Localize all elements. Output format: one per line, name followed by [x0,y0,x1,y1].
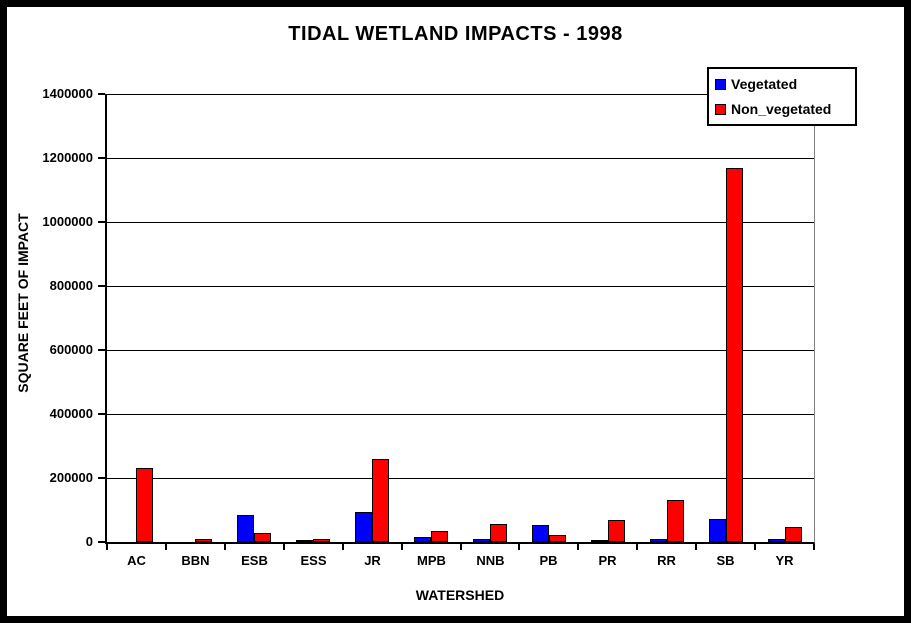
bar-non_vegetated-sb [726,168,743,542]
x-axis-tick [813,544,815,550]
y-axis-tick [98,285,105,287]
x-category-label: MPB [417,553,446,568]
bar-non_vegetated-bbn [195,539,212,542]
y-tick-label: 600000 [49,342,93,357]
bar-vegetated-nnb [473,539,490,542]
y-axis-tick [98,541,105,543]
gridline [107,94,814,95]
bar-non_vegetated-jr [372,459,389,542]
x-category-label: BBN [181,553,210,568]
bar-vegetated-jr [355,512,372,542]
bar-non_vegetated-ess [313,539,330,542]
legend-swatch-non_vegetated [715,103,726,115]
y-tick-label: 1400000 [42,86,93,101]
legend-entry: Non_vegetated [715,101,849,117]
bar-non_vegetated-esb [254,533,271,542]
y-tick-label: 800000 [49,278,93,293]
y-axis-tick [98,93,105,95]
y-axis-tick [98,477,105,479]
x-axis-tick [695,544,697,550]
bar-vegetated-esb [237,515,254,542]
gridline [107,158,814,159]
bar-non_vegetated-ac [136,468,153,542]
x-axis-tick [224,544,226,550]
x-axis-tick [577,544,579,550]
y-tick-label: 200000 [49,470,93,485]
gridline [107,222,814,223]
x-category-label: YR [775,553,794,568]
y-tick-label: 1000000 [42,214,93,229]
chart-title: TIDAL WETLAND IMPACTS - 1998 [288,23,623,45]
bar-vegetated-pr [591,540,608,542]
bar-non_vegetated-yr [785,527,802,542]
bar-non_vegetated-pr [608,520,625,542]
x-axis-tick [636,544,638,550]
y-tick-label: 400000 [49,406,93,421]
x-category-label: SB [716,553,735,568]
x-axis-tick [518,544,520,550]
x-category-label: ESB [241,553,268,568]
legend-label-non_vegetated: Non_vegetated [731,101,832,117]
x-axis-tick [754,544,756,550]
bar-vegetated-ess [296,540,313,542]
x-axis-tick [401,544,403,550]
y-tick-label: 0 [85,534,93,549]
bar-vegetated-sb [709,519,726,542]
y-axis-tick [98,221,105,223]
bar-non_vegetated-rr [667,500,684,542]
x-axis-tick [106,544,108,550]
x-category-label: JR [364,553,381,568]
y-axis-tick [98,413,105,415]
gridline [107,286,814,287]
x-category-label: NNB [476,553,505,568]
x-category-label: ESS [300,553,327,568]
gridline [107,350,814,351]
bar-vegetated-yr [768,539,785,542]
bar-vegetated-rr [650,539,667,542]
x-axis-tick [342,544,344,550]
bar-non_vegetated-mpb [431,531,448,542]
y-axis-title: SQUARE FEET OF IMPACT [15,213,31,393]
x-axis-tick [165,544,167,550]
bar-vegetated-pb [532,525,549,542]
x-axis-title: WATERSHED [415,587,505,603]
y-axis-tick [98,157,105,159]
x-category-label: PR [598,553,617,568]
legend-swatch-vegetated [715,78,726,90]
legend-label-vegetated: Vegetated [731,76,798,92]
legend: Vegetated Non_vegetated [707,67,857,126]
gridline [107,414,814,415]
bar-non_vegetated-pb [549,535,566,542]
x-category-label: RR [657,553,676,568]
bar-vegetated-mpb [414,537,431,542]
x-category-label: PB [539,553,558,568]
x-axis-tick [460,544,462,550]
plot-area [105,94,815,544]
x-category-label: AC [127,553,146,568]
x-axis-tick [283,544,285,550]
bar-non_vegetated-nnb [490,524,507,542]
y-axis-tick [98,349,105,351]
legend-entry: Vegetated [715,76,849,92]
gridline [107,478,814,479]
y-tick-label: 1200000 [42,150,93,165]
